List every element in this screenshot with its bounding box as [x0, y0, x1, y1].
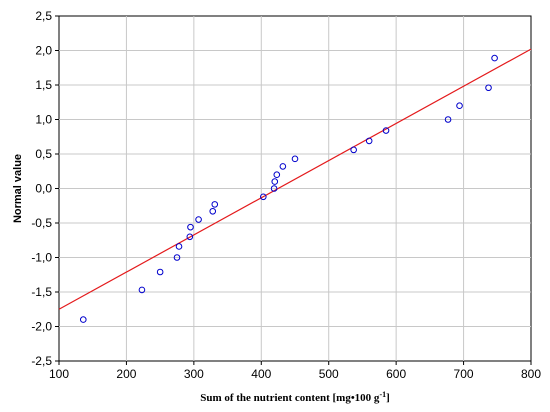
- y-tick-label: 0,0: [35, 182, 52, 196]
- y-tick-label: -0,5: [31, 216, 52, 230]
- y-tick-label: -2,0: [31, 320, 52, 334]
- data-point: [444, 116, 452, 123]
- x-tick-label: 800: [521, 367, 541, 381]
- x-axis-title: Sum of the nutrient content [mg•100 g-1]: [200, 390, 390, 405]
- fit-line-group: [58, 48, 532, 310]
- data-point: [365, 137, 373, 145]
- data-point: [209, 207, 217, 215]
- y-tick-label: 1,0: [35, 113, 52, 127]
- data-point: [270, 185, 278, 192]
- x-axis-title-main: Sum of the nutrient content [mg•100 g: [200, 392, 380, 404]
- data-point: [186, 233, 194, 241]
- data-point: [187, 223, 194, 231]
- x-tick-label: 200: [116, 367, 136, 381]
- data-point: [175, 243, 183, 250]
- x-tick-label: 100: [49, 367, 69, 381]
- data-point: [271, 178, 279, 185]
- data-point: [350, 146, 357, 154]
- data-point: [279, 163, 287, 170]
- y-tick-label: 1,5: [35, 78, 52, 92]
- y-axis-title: Normal value: [12, 154, 24, 223]
- data-point: [138, 286, 146, 294]
- grid-lines: [59, 16, 531, 361]
- y-tick-label: 2,0: [35, 44, 52, 58]
- x-axis-ticks: 100 200 300 400 500 600 700 800: [49, 361, 541, 381]
- x-axis-title-end: ]: [386, 392, 390, 404]
- y-tick-label: -1,0: [31, 251, 52, 265]
- data-point: [195, 216, 202, 223]
- data-points: [79, 54, 498, 323]
- data-point: [485, 84, 492, 92]
- data-point: [79, 316, 87, 323]
- data-point: [156, 268, 164, 276]
- x-tick-label: 700: [454, 367, 474, 381]
- y-tick-label: -2,5: [31, 354, 52, 368]
- data-point: [211, 201, 219, 208]
- x-axis-title-sup: -1: [379, 390, 386, 399]
- data-point: [273, 171, 281, 178]
- x-tick-label: 400: [251, 367, 271, 381]
- y-axis-ticks: -2,5 -2,0 -1,5 -1,0 -0,5 0,0 0,5 1,0 1,5 2,0 2,5: [31, 9, 59, 368]
- fit-line: [58, 48, 532, 310]
- x-tick-label: 600: [386, 367, 406, 381]
- y-tick-label: 2,5: [35, 9, 52, 23]
- data-point: [456, 102, 463, 109]
- data-point: [291, 155, 299, 163]
- data-point: [382, 127, 390, 134]
- data-point: [260, 193, 267, 201]
- data-point: [173, 254, 181, 261]
- y-tick-label: -1,5: [31, 285, 52, 299]
- x-tick-label: 300: [184, 367, 204, 381]
- data-point: [491, 54, 498, 62]
- y-tick-label: 0,5: [35, 147, 52, 161]
- x-tick-label: 500: [319, 367, 339, 381]
